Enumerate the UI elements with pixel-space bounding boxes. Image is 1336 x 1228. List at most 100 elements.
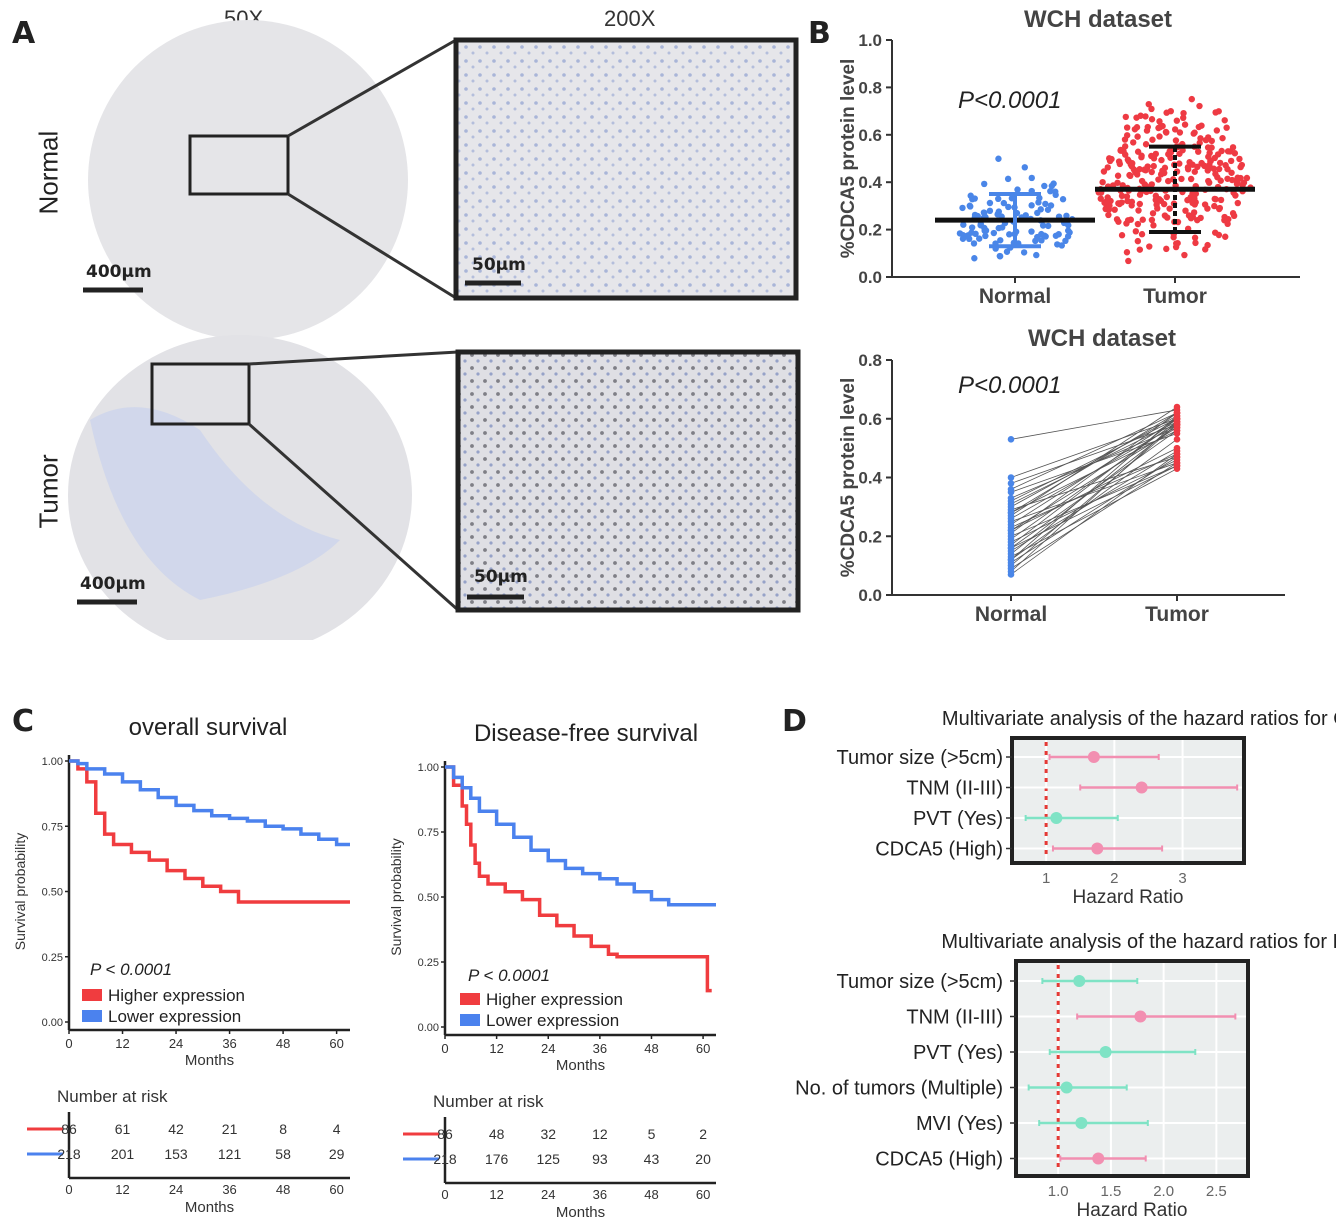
x-tick-label: 2.0 xyxy=(1153,1183,1174,1200)
risk-count: 125 xyxy=(537,1151,561,1167)
plot-area xyxy=(1014,959,1250,1178)
data-point xyxy=(996,253,1004,260)
data-point xyxy=(1148,181,1155,188)
data-point xyxy=(1097,195,1104,202)
legend-label: Higher expression xyxy=(486,990,623,1009)
data-point xyxy=(1148,116,1156,123)
y-tick-label: 1.00 xyxy=(418,762,439,774)
pair-line xyxy=(1010,418,1178,502)
data-point xyxy=(1127,172,1134,180)
x-tick-label: 2 xyxy=(1110,870,1118,887)
row-label: Tumor size (>5cm) xyxy=(836,747,1003,769)
chart-title: overall survival xyxy=(129,714,288,741)
data-point xyxy=(1150,222,1157,229)
data-point xyxy=(1028,202,1035,209)
data-point xyxy=(1219,134,1226,142)
risk-count: 61 xyxy=(115,1121,131,1137)
data-point xyxy=(1123,124,1131,131)
data-point xyxy=(1123,193,1131,200)
tumor-point xyxy=(1173,430,1181,437)
data-point xyxy=(1176,160,1183,167)
data-point xyxy=(1044,206,1052,213)
y-tick-label: 0.6 xyxy=(858,410,882,429)
panel-letter-d: D xyxy=(782,704,807,739)
data-point xyxy=(1163,245,1170,253)
data-point xyxy=(1186,158,1193,166)
data-point xyxy=(1034,233,1041,241)
data-point xyxy=(1111,206,1118,213)
normal-point xyxy=(1007,527,1015,534)
risk-count: 43 xyxy=(644,1151,660,1167)
pair-line xyxy=(1010,406,1178,517)
data-point xyxy=(1161,164,1169,172)
data-point xyxy=(1136,200,1143,208)
y-tick-label: 0.00 xyxy=(418,1022,439,1034)
legend-swatch xyxy=(460,993,480,1005)
data-point xyxy=(986,199,994,207)
x-tick-label: 3 xyxy=(1178,870,1186,887)
data-point xyxy=(1224,175,1231,182)
y-axis-label: %CDCA5 protein level xyxy=(838,378,859,578)
data-point xyxy=(1205,179,1213,186)
data-point xyxy=(1034,209,1041,217)
risk-x-axis-label: Months xyxy=(556,1204,605,1221)
risk-count: 93 xyxy=(592,1151,608,1167)
normal-zoom-box xyxy=(188,134,290,196)
y-tick-label: 0.2 xyxy=(858,221,882,240)
data-point xyxy=(1198,160,1205,167)
data-point xyxy=(1172,137,1180,144)
data-point xyxy=(969,196,976,203)
y-tick-label: 0.2 xyxy=(858,527,882,546)
data-point xyxy=(1124,217,1132,224)
pair-line xyxy=(1010,415,1178,561)
higher-expression-curve xyxy=(69,759,350,904)
pair-line xyxy=(1010,456,1178,511)
x-tick-label: 1 xyxy=(1042,870,1050,887)
row-label: No. of tumors (Multiple) xyxy=(795,1078,1003,1100)
data-point xyxy=(1100,168,1108,175)
data-point xyxy=(1232,192,1239,199)
row-label: TNM (II-III) xyxy=(906,1007,1003,1029)
risk-x-tick-label: 24 xyxy=(541,1187,555,1202)
tumor-200x-image xyxy=(455,349,801,613)
p-value-annotation: P<0.0001 xyxy=(958,87,1061,114)
data-point xyxy=(1181,121,1189,128)
data-point xyxy=(1136,246,1144,253)
tumor-point xyxy=(1173,415,1181,423)
risk-x-tick-label: 0 xyxy=(65,1182,72,1197)
data-point xyxy=(1176,129,1184,136)
x-tick-label: 48 xyxy=(276,1036,290,1051)
data-point xyxy=(959,204,966,212)
data-point xyxy=(1202,136,1210,144)
normal-point xyxy=(1007,497,1015,505)
risk-count: 4 xyxy=(333,1121,341,1137)
pair-line xyxy=(1010,412,1178,514)
data-point xyxy=(1188,95,1195,103)
data-point xyxy=(1156,133,1163,140)
tumor-point xyxy=(1173,450,1181,458)
data-point xyxy=(960,221,967,228)
risk-count: 201 xyxy=(111,1146,135,1162)
p-value-annotation: P < 0.0001 xyxy=(90,960,172,979)
data-point xyxy=(1115,218,1122,225)
data-point xyxy=(1128,202,1135,209)
data-point xyxy=(981,180,988,188)
normal-point xyxy=(1007,480,1015,487)
data-point xyxy=(1118,192,1126,200)
data-point xyxy=(1028,228,1035,235)
risk-x-tick-label: 48 xyxy=(276,1182,290,1197)
y-tick-label: 0.75 xyxy=(418,827,439,839)
y-tick-label: 1.0 xyxy=(858,31,882,50)
data-point xyxy=(1134,133,1141,140)
hazard-ratio-point xyxy=(1087,751,1100,763)
data-point xyxy=(1222,162,1229,169)
data-point xyxy=(1197,135,1204,142)
data-point xyxy=(1173,117,1181,124)
data-point xyxy=(1132,228,1140,235)
pair-line xyxy=(1010,447,1178,531)
row-label: TNM (II-III) xyxy=(906,778,1003,800)
data-point xyxy=(1021,164,1028,171)
data-point xyxy=(1191,129,1198,136)
row-label: PVT (Yes) xyxy=(913,808,1003,830)
y-tick-label: 0.6 xyxy=(858,126,882,145)
